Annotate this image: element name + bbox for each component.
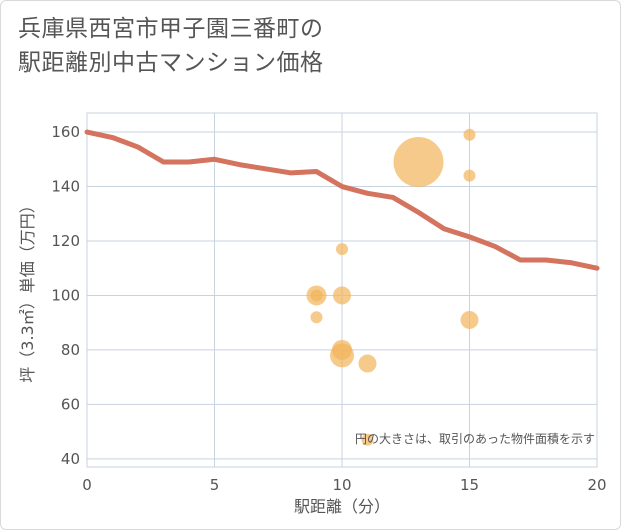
transaction-bubble [463, 128, 476, 141]
y-tick-label: 120 [51, 232, 80, 250]
average-price-polyline [84, 129, 600, 271]
y-tick-label: 40 [61, 450, 80, 468]
x-tick-label: 5 [210, 476, 220, 494]
transaction-bubble [336, 243, 348, 256]
transaction-bubble [333, 286, 351, 305]
transaction-bubble [393, 137, 444, 188]
x-tick-label: 10 [332, 476, 351, 494]
transaction-bubble [310, 289, 323, 302]
title-line-1: 兵庫県西宮市甲子園三番町の [18, 16, 324, 42]
x-tick-label: 0 [82, 476, 92, 494]
y-tick-label: 100 [51, 286, 80, 304]
transaction-bubble [463, 169, 476, 182]
bubble-size-note: 円の大きさは、取引のあった物件面積を示す [355, 431, 595, 446]
y-tick-label: 140 [51, 178, 80, 196]
y-tick-labels: 40 60 80 100 120 140 160 [51, 123, 80, 468]
y-tick-label: 160 [51, 123, 80, 141]
title-line-2: 駅距離別中古マンション価格 [18, 50, 324, 76]
transaction-bubble [361, 433, 374, 446]
y-tick-label: 60 [61, 395, 80, 413]
transaction-bubble [330, 343, 354, 368]
y-axis-title: 坪（3.3㎡）単価（万円） [18, 197, 37, 382]
x-tick-labels: 0 5 10 15 20 [82, 476, 606, 494]
transaction-bubbles [306, 128, 479, 446]
y-tick-label: 80 [61, 341, 80, 359]
x-tick-label: 15 [460, 476, 479, 494]
transaction-bubble [310, 311, 323, 324]
transaction-bubble [358, 354, 377, 373]
grid [86, 112, 598, 468]
x-axis-title: 駅距離（分） [294, 497, 390, 516]
transaction-bubble [460, 310, 479, 329]
x-tick-label: 20 [587, 476, 606, 494]
chart-title: 兵庫県西宮市甲子園三番町の 駅距離別中古マンション価格 [18, 12, 324, 80]
average-price-line [84, 129, 600, 271]
